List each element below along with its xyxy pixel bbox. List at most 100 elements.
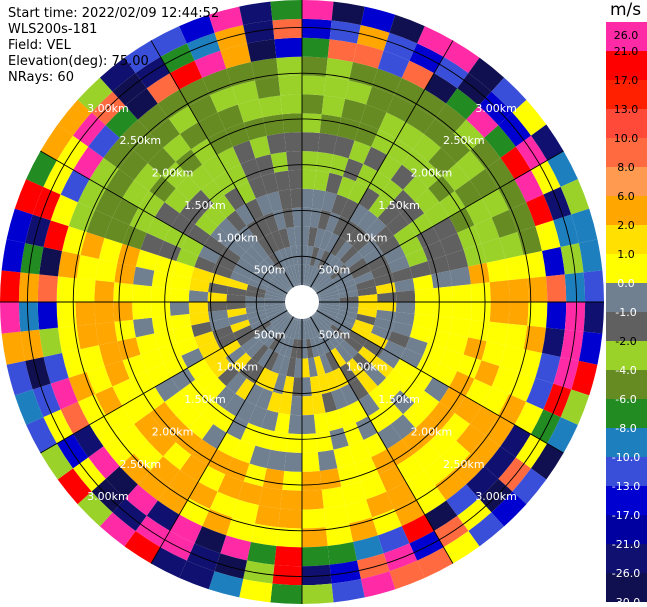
velocity-cell: [355, 278, 376, 291]
velocity-cell: [186, 32, 221, 61]
velocity-cell: [302, 245, 308, 265]
velocity-cell: [203, 235, 226, 255]
velocity-cell: [294, 320, 301, 340]
velocity-cell: [231, 352, 252, 373]
velocity-cell: [523, 325, 547, 354]
velocity-cell: [388, 255, 410, 273]
velocity-cell: [320, 303, 340, 310]
velocity-cell: [302, 527, 328, 548]
colorbar-swatch: [606, 370, 647, 400]
colorbar-swatch: [606, 515, 647, 545]
velocity-cell: [217, 217, 239, 239]
velocity-cell: [104, 360, 130, 387]
velocity-cell: [235, 400, 256, 423]
velocity-cell: [313, 271, 328, 288]
velocity-cell: [353, 271, 374, 285]
velocity-cell: [168, 105, 199, 135]
velocity-cell: [214, 25, 248, 51]
velocity-cell: [171, 213, 196, 236]
velocity-cell: [203, 377, 227, 401]
velocity-cell: [226, 307, 247, 318]
velocity-cell: [175, 428, 203, 455]
colorbar-swatch: [606, 544, 647, 574]
velocity-cell: [77, 77, 113, 113]
colorbar-swatch: [606, 196, 647, 226]
velocity-cell: [86, 366, 113, 395]
velocity-cell: [500, 146, 531, 180]
velocity-cell: [20, 329, 44, 361]
velocity-cell: [169, 514, 203, 544]
velocity-cell: [237, 481, 263, 506]
velocity-cell: [428, 147, 457, 176]
velocity-cell: [468, 319, 490, 342]
velocity-cell: [383, 543, 418, 572]
velocity-cell: [377, 377, 401, 401]
velocity-cell: [336, 278, 356, 291]
velocity-cell: [273, 250, 287, 270]
velocity-cell: [498, 179, 527, 210]
velocity-cell: [135, 333, 159, 355]
velocity-cell: [114, 319, 136, 342]
velocity-cell: [446, 88, 479, 120]
velocity-cell: [68, 371, 96, 402]
velocity-cell: [302, 264, 306, 284]
velocity-cell: [560, 389, 590, 425]
velocity-cell: [290, 265, 299, 285]
velocity-cell: [331, 388, 349, 410]
velocity-cell: [240, 422, 262, 446]
velocity-cell: [228, 313, 249, 326]
velocity-cell: [266, 133, 287, 155]
velocity-cell: [238, 225, 258, 246]
range-ring-label: 2.50km: [443, 458, 485, 471]
velocity-cell: [225, 346, 246, 366]
velocity-cell: [309, 337, 320, 358]
velocity-cell: [320, 302, 340, 306]
colorbar-tick-label: -6.0: [615, 393, 636, 406]
velocity-cell: [203, 349, 226, 369]
velocity-cell: [456, 150, 486, 180]
velocity-cell: [220, 339, 241, 358]
velocity-cell: [266, 286, 285, 297]
velocity-cell: [481, 386, 509, 416]
velocity-cell: [138, 386, 165, 413]
velocity-cell: [61, 226, 87, 255]
velocity-cell: [290, 338, 299, 359]
velocity-cell: [428, 428, 457, 457]
velocity-cell: [246, 309, 267, 320]
velocity-cell: [105, 405, 135, 436]
velocity-cell: [414, 390, 440, 416]
velocity-cell: [230, 319, 251, 333]
velocity-cell: [226, 286, 247, 297]
velocity-cell: [267, 309, 286, 321]
velocity-cell: [257, 236, 274, 257]
velocity-cell: [371, 449, 397, 475]
velocity-cell: [20, 243, 44, 275]
center-hole: [285, 285, 319, 319]
velocity-cell: [6, 208, 33, 244]
velocity-cell: [250, 57, 279, 81]
velocity-cell: [348, 400, 369, 423]
velocity-cell: [146, 73, 180, 104]
velocity-cells: [0, 0, 604, 604]
velocity-cell: [188, 164, 214, 190]
velocity-cell: [94, 280, 115, 302]
velocity-cell: [317, 449, 338, 471]
velocity-cell: [378, 349, 401, 369]
velocity-cell: [470, 282, 491, 302]
velocity-cell: [233, 325, 253, 340]
velocity-cell: [358, 346, 379, 366]
velocity-cell: [256, 264, 274, 280]
velocity-cell: [313, 336, 326, 356]
velocity-cell: [278, 394, 293, 415]
velocity-cell: [230, 271, 251, 285]
velocity-cell: [339, 296, 359, 302]
velocity-cell: [390, 189, 415, 214]
velocity-cell: [514, 401, 544, 435]
velocity-cell: [237, 98, 263, 123]
velocity-cell: [249, 445, 271, 469]
velocity-cell: [432, 217, 458, 241]
velocity-cell: [373, 317, 395, 332]
velocity-cell: [302, 377, 312, 397]
velocity-cell: [317, 373, 332, 395]
azimuth-line: [40, 310, 288, 454]
